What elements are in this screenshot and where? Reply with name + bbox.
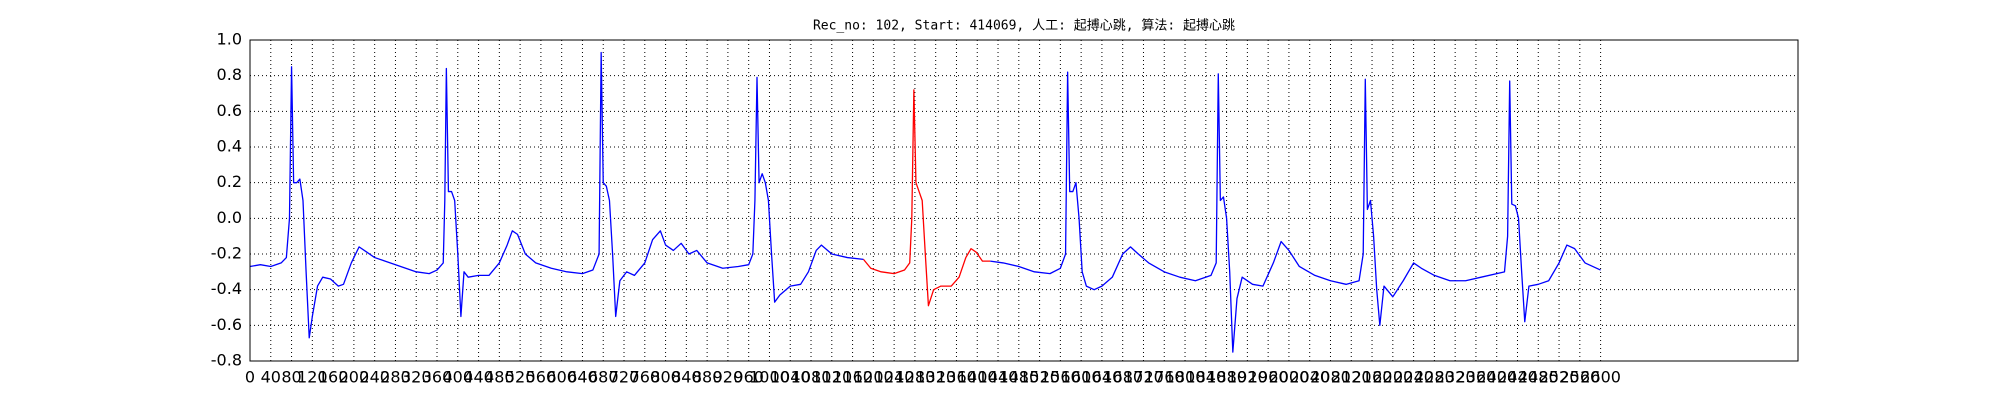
x-tick-label: 2160 [1352, 368, 1393, 387]
x-tick-label: 2320 [1435, 368, 1476, 387]
x-tick-label: 2480 [1518, 368, 1559, 387]
x-tick-label: 1440 [978, 368, 1019, 387]
x-tick-label: 2000 [1269, 368, 1310, 387]
ecg-line [249, 51, 864, 339]
x-tick-label: 2600 [1580, 368, 1621, 387]
x-tick-label: 2400 [1476, 368, 1517, 387]
y-tick-label: 1.0 [217, 30, 242, 49]
x-tick-label: 440 [463, 368, 494, 387]
x-tick-label: 880 [692, 368, 723, 387]
x-tick-label: 720 [609, 368, 640, 387]
chart-title: Rec_no: 102, Start: 414069, 人工: 起搏心跳, 算法… [813, 18, 1235, 34]
y-tick-label: -0.6 [211, 315, 242, 334]
y-tick-label: 0.2 [217, 172, 242, 191]
x-tick-label: 2080 [1310, 368, 1351, 387]
x-tick-label: 760 [630, 368, 661, 387]
y-tick-label: -0.4 [211, 279, 242, 298]
y-tick-label: 0.0 [217, 208, 242, 227]
x-tick-label: 2200 [1372, 368, 1413, 387]
y-tick-label: -0.2 [211, 244, 242, 263]
x-tick-label: 2120 [1331, 368, 1372, 387]
x-tick-label: 1000 [749, 368, 790, 387]
x-tick-label: 1160 [832, 368, 873, 387]
x-tick-label: 1240 [874, 368, 915, 387]
x-tick-label: 680 [588, 368, 619, 387]
x-tick-label: 1720 [1123, 368, 1164, 387]
x-tick-label: 1960 [1248, 368, 1289, 387]
x-tick-label: 360 [422, 368, 453, 387]
x-tick-label: 1280 [895, 368, 936, 387]
x-tick-label: 560 [526, 368, 557, 387]
x-tick-label: 920 [713, 368, 744, 387]
y-tick-label: 0.4 [217, 137, 242, 156]
x-tick-label: 0 [245, 368, 255, 387]
x-tick-label: 2440 [1497, 368, 1538, 387]
x-tick-label: 520 [505, 368, 536, 387]
y-tick-label: -0.8 [211, 351, 242, 370]
x-tick-label: 2240 [1393, 368, 1434, 387]
plot-frame [249, 39, 1799, 362]
x-tick-label: 120 [297, 368, 328, 387]
x-tick-label: 640 [567, 368, 598, 387]
x-tick-label: 840 [671, 368, 702, 387]
ecg-line [990, 71, 1601, 353]
x-tick-label: 1200 [853, 368, 894, 387]
x-tick-label: 240 [359, 368, 390, 387]
x-tick-label: 1640 [1082, 368, 1123, 387]
x-tick-label: 1920 [1227, 368, 1268, 387]
x-tick-label: 2040 [1289, 368, 1330, 387]
x-tick-label: 2280 [1414, 368, 1455, 387]
x-tick-label: 960 [733, 368, 764, 387]
x-tick-label: 2520 [1539, 368, 1580, 387]
x-tick-label: 1120 [811, 368, 852, 387]
x-tick-label: 1840 [1185, 368, 1226, 387]
x-tick-label: 1880 [1206, 368, 1247, 387]
x-tick-label: 160 [318, 368, 349, 387]
y-tick-label: 0.8 [217, 65, 242, 84]
x-tick-label: 1360 [936, 368, 977, 387]
x-tick-label: 1080 [791, 368, 832, 387]
x-tick-label: 600 [546, 368, 577, 387]
x-tick-label: 40 [261, 368, 281, 387]
x-tick-label: 480 [484, 368, 515, 387]
x-tick-label: 1400 [957, 368, 998, 387]
x-tick-label: 80 [281, 368, 301, 387]
x-tick-label: 1800 [1165, 368, 1206, 387]
x-tick-label: 2560 [1559, 368, 1600, 387]
x-tick-label: 1680 [1102, 368, 1143, 387]
x-tick-label: 280 [380, 368, 411, 387]
x-tick-label: 1600 [1061, 368, 1102, 387]
x-tick-label: 1520 [1019, 368, 1060, 387]
x-tick-label: 320 [401, 368, 432, 387]
x-tick-label: 400 [443, 368, 474, 387]
x-tick-label: 200 [339, 368, 370, 387]
x-tick-label: 1760 [1144, 368, 1185, 387]
x-tick-label: 1560 [1040, 368, 1081, 387]
ecg-line [862, 89, 991, 307]
x-tick-label: 800 [650, 368, 681, 387]
y-tick-label: 0.6 [217, 101, 242, 120]
x-tick-label: 1040 [770, 368, 811, 387]
x-tick-label: 2360 [1456, 368, 1497, 387]
x-tick-label: 1320 [915, 368, 956, 387]
x-tick-label: 1480 [998, 368, 1039, 387]
